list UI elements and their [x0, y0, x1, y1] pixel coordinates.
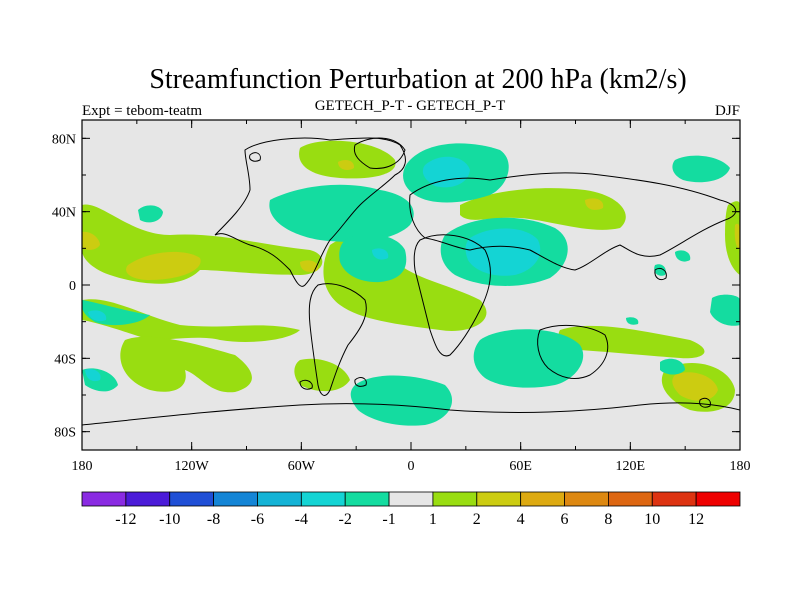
colorbar-swatch	[608, 491, 653, 507]
map-panel	[81, 119, 741, 451]
x-tick-label: 60E	[509, 459, 532, 474]
coast-eurasia	[409, 172, 737, 271]
colorbar-label: -10	[159, 511, 180, 528]
contour-blob	[294, 358, 350, 392]
contour-blob	[138, 205, 163, 223]
coast-island	[249, 152, 261, 162]
contour-blob	[558, 325, 705, 359]
contour-blob	[338, 160, 355, 170]
colorbar-label: -12	[115, 511, 136, 528]
y-tick-label: 40N	[52, 206, 76, 221]
contour-blob	[654, 264, 666, 276]
contour-blob	[269, 184, 414, 242]
contour-blob	[465, 228, 541, 276]
y-axis: 80N 40N 0 40S 80S	[52, 132, 740, 441]
model-label: GETECH_P-T - GETECH_P-T	[315, 98, 506, 114]
y-tick-label: 0	[69, 279, 76, 294]
contour-blob	[299, 140, 396, 179]
contour-level-4	[82, 160, 740, 401]
y-tick-label: 80S	[54, 426, 76, 441]
colorbar-swatch	[344, 491, 390, 507]
contour-blob	[725, 201, 740, 275]
colorbar-swatch	[432, 491, 478, 507]
coast-north-america	[214, 137, 406, 287]
contour-blob	[126, 251, 201, 280]
contour-blob	[372, 248, 389, 260]
coast-australia	[537, 325, 609, 379]
contour-blob	[672, 155, 730, 183]
colorbar-label: 12	[688, 511, 704, 528]
colorbar-swatch	[651, 491, 697, 507]
colorbar-swatch	[388, 491, 434, 507]
coast-island	[654, 267, 667, 281]
contour-blob	[82, 299, 300, 342]
colorbar-label: 10	[644, 511, 660, 528]
coast-greenland	[353, 137, 406, 169]
y-tick-label: 80N	[52, 132, 76, 147]
colorbar-label: -4	[295, 511, 308, 528]
contour-blob	[672, 372, 718, 401]
colorbar-label: 4	[517, 511, 525, 528]
chart-title: Streamfunction Perturbation at 200 hPa (…	[149, 64, 686, 95]
contour-blob	[339, 234, 407, 283]
contour-blob	[85, 369, 101, 382]
coast-south-america	[308, 283, 367, 396]
experiment-label: Expt = tebom-teatm	[82, 103, 202, 119]
coast-africa	[413, 234, 491, 357]
coast-island	[299, 379, 313, 390]
contour-blob	[473, 329, 584, 388]
contour-blob	[300, 260, 319, 272]
x-tick-label: 60W	[288, 459, 316, 474]
contour-blob	[120, 336, 252, 393]
contour-blob	[675, 250, 691, 262]
contour-blob	[660, 358, 685, 375]
x-tick-label: 120W	[175, 459, 210, 474]
colorbar-label: -1	[382, 511, 395, 528]
colorbar-swatch	[300, 491, 346, 507]
colorbar-swatch	[695, 491, 741, 507]
season-label: DJF	[715, 103, 740, 119]
contour-blob	[82, 231, 100, 250]
colorbar-swatch	[125, 491, 171, 507]
contour-blob	[88, 310, 107, 322]
colorbar-labels: -12 -10 -8 -6 -4 -2 -1 1 2 4 6 8 10 12	[115, 511, 704, 528]
x-tick-label: 120E	[616, 459, 646, 474]
y-tick-label: 40S	[54, 352, 76, 367]
contour-blob	[422, 156, 470, 188]
coast-antarctica	[82, 402, 740, 426]
contour-blob	[710, 294, 740, 326]
colorbar-label: 6	[561, 511, 569, 528]
contour-blob	[460, 188, 626, 230]
colorbar-label: 8	[604, 511, 612, 528]
colorbar-label: -8	[207, 511, 220, 528]
colorbar-label: -6	[251, 511, 264, 528]
colorbar-swatch	[564, 491, 609, 507]
colorbar-label: 1	[429, 511, 437, 528]
colorbar-swatch	[520, 491, 565, 507]
x-tick-label: 180	[730, 459, 751, 474]
contour-level-minus-2	[85, 156, 541, 382]
colorbar	[81, 491, 741, 507]
coastlines	[82, 137, 740, 426]
x-axis: 180 120W 60W 0 60E 120E 180	[72, 120, 751, 474]
contour-blob	[626, 317, 639, 325]
colorbar-swatch	[169, 491, 215, 507]
colorbar-swatch	[257, 491, 302, 507]
x-tick-label: 0	[408, 459, 415, 474]
x-tick-label: 180	[72, 459, 93, 474]
colorbar-label: 2	[473, 511, 481, 528]
contour-blob	[585, 198, 604, 210]
coast-island	[699, 397, 711, 408]
colorbar-label: -2	[339, 511, 352, 528]
contour-blob	[734, 223, 740, 250]
colorbar-swatch	[213, 491, 258, 507]
contour-blob	[350, 375, 453, 426]
coast-island	[354, 377, 367, 387]
colorbar-swatch	[476, 491, 522, 507]
colorbar-swatch	[81, 491, 127, 507]
